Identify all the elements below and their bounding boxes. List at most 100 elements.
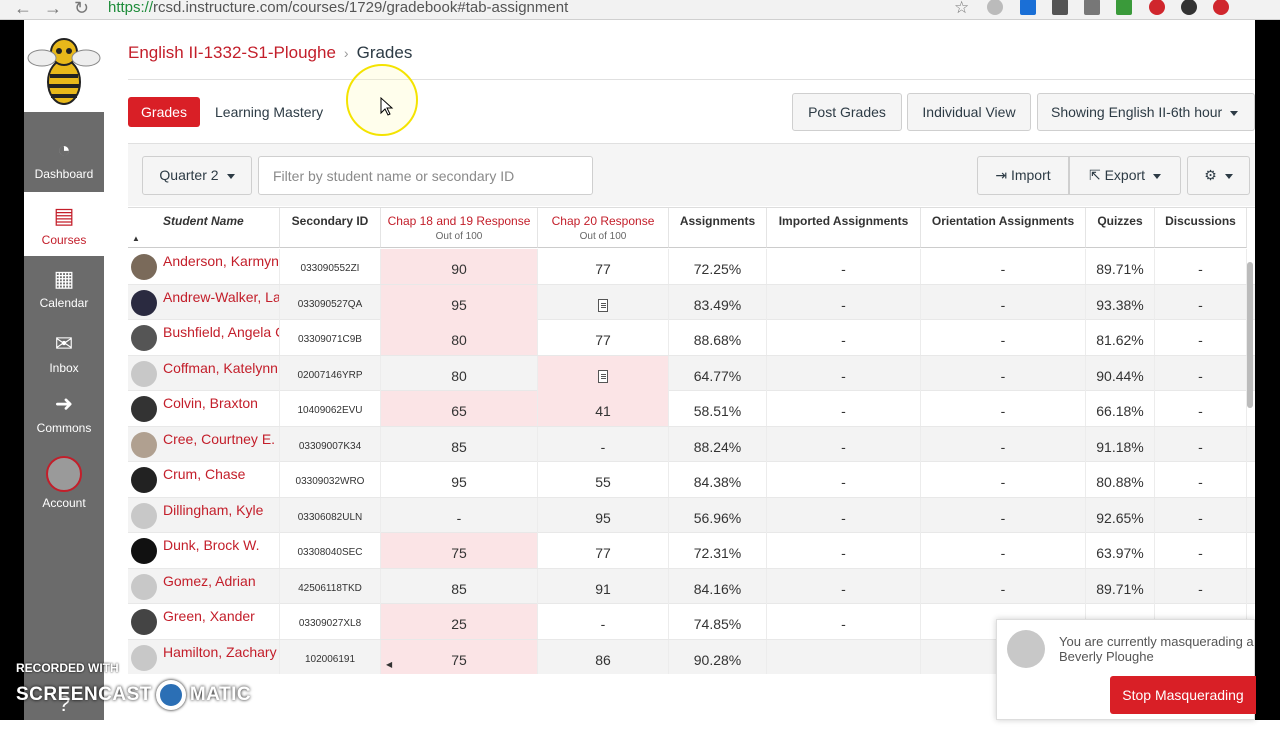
- grade-cell-assign[interactable]: 56.96%: [669, 497, 767, 533]
- grade-cell-c18[interactable]: 65: [381, 391, 538, 426]
- student-name-link[interactable]: Andrew-Walker, La: [128, 284, 280, 320]
- settings-menu-button[interactable]: ⚙: [1187, 156, 1250, 195]
- grade-cell-imp[interactable]: -: [767, 568, 921, 604]
- nav-commons[interactable]: ➜ Commons: [24, 390, 104, 435]
- grade-cell-disc[interactable]: -: [1155, 497, 1247, 533]
- grade-cell-c20[interactable]: 55: [538, 462, 669, 497]
- grade-cell-imp[interactable]: -: [767, 249, 921, 284]
- column-header-orientation[interactable]: Orientation Assignments: [921, 208, 1086, 248]
- grade-cell-c18[interactable]: 25: [381, 604, 538, 639]
- grade-cell-assign[interactable]: 74.85%: [669, 604, 767, 639]
- grade-cell-imp[interactable]: -: [767, 426, 921, 462]
- grade-cell-c18[interactable]: 95: [381, 284, 538, 320]
- extension-v-icon[interactable]: [1020, 0, 1036, 15]
- grade-cell-c18[interactable]: 90: [381, 249, 538, 284]
- student-name-link[interactable]: Crum, Chase: [128, 462, 280, 497]
- grade-cell-ori[interactable]: -: [921, 568, 1086, 604]
- grade-cell-c18[interactable]: 75: [381, 639, 538, 674]
- grade-cell-ori[interactable]: -: [921, 497, 1086, 533]
- nav-inbox[interactable]: ✉ Inbox: [24, 330, 104, 375]
- grid-vertical-scrollbar[interactable]: [1247, 262, 1253, 408]
- section-selector[interactable]: Showing English II-6th hour: [1037, 93, 1255, 131]
- grade-cell-c18[interactable]: 75: [381, 533, 538, 568]
- grade-cell-c18[interactable]: 85: [381, 568, 538, 604]
- extension-stop-icon[interactable]: [1213, 0, 1229, 15]
- grade-cell-quiz[interactable]: 66.18%: [1086, 391, 1155, 426]
- grade-cell-imp[interactable]: -: [767, 604, 921, 639]
- extension-shield-icon[interactable]: [1181, 0, 1197, 15]
- grade-cell-quiz[interactable]: 89.71%: [1086, 249, 1155, 284]
- grade-cell-disc[interactable]: -: [1155, 391, 1247, 426]
- column-header-secondary-id[interactable]: Secondary ID: [280, 208, 381, 248]
- grade-cell-c18[interactable]: 85: [381, 426, 538, 462]
- grade-cell-c18[interactable]: -: [381, 497, 538, 533]
- stop-masquerading-button[interactable]: Stop Masquerading: [1110, 676, 1256, 714]
- grading-period-select[interactable]: Quarter 2: [142, 156, 252, 195]
- extension-puzzle-icon[interactable]: [1052, 0, 1068, 15]
- grade-cell-c20[interactable]: 95: [538, 497, 669, 533]
- grade-cell-c18[interactable]: 95: [381, 462, 538, 497]
- import-button[interactable]: ⇥ Import: [977, 156, 1069, 195]
- grade-cell-disc[interactable]: -: [1155, 568, 1247, 604]
- grade-cell-disc[interactable]: -: [1155, 355, 1247, 391]
- breadcrumb-course-link[interactable]: English II-1332-S1-Ploughe: [128, 43, 336, 62]
- student-name-link[interactable]: Bushfield, Angela C: [128, 320, 280, 355]
- individual-view-button[interactable]: Individual View: [907, 93, 1031, 131]
- student-name-link[interactable]: Anderson, Karmyn: [128, 249, 280, 284]
- pinterest-icon[interactable]: [1149, 0, 1165, 15]
- grade-cell-c20[interactable]: -: [538, 604, 669, 639]
- student-name-link[interactable]: Dunk, Brock W.: [128, 533, 280, 568]
- grade-cell-quiz[interactable]: 90.44%: [1086, 355, 1155, 391]
- grade-cell-assign[interactable]: 64.77%: [669, 355, 767, 391]
- column-header-imported[interactable]: Imported Assignments: [767, 208, 921, 248]
- grade-cell-ori[interactable]: -: [921, 355, 1086, 391]
- grade-cell-disc[interactable]: -: [1155, 284, 1247, 320]
- column-header-chap18[interactable]: Chap 18 and 19 Response Out of 100: [381, 208, 538, 248]
- grade-cell-disc[interactable]: -: [1155, 533, 1247, 568]
- grade-cell-imp[interactable]: -: [767, 462, 921, 497]
- grade-cell-quiz[interactable]: 92.65%: [1086, 497, 1155, 533]
- grade-cell-ori[interactable]: -: [921, 320, 1086, 355]
- grade-cell-imp[interactable]: -: [767, 533, 921, 568]
- address-bar[interactable]: https://rcsd.instructure.com/courses/172…: [108, 0, 568, 16]
- grade-cell-disc[interactable]: -: [1155, 320, 1247, 355]
- grade-cell-c20[interactable]: 77: [538, 533, 669, 568]
- grade-cell-quiz[interactable]: 93.38%: [1086, 284, 1155, 320]
- reload-icon[interactable]: ↻: [74, 0, 90, 18]
- grade-cell-ori[interactable]: -: [921, 284, 1086, 320]
- column-header-quizzes[interactable]: Quizzes: [1086, 208, 1155, 248]
- export-button[interactable]: ⇱ Export: [1069, 156, 1181, 195]
- grade-cell-quiz[interactable]: 80.88%: [1086, 462, 1155, 497]
- nav-account[interactable]: Account: [24, 456, 104, 510]
- tab-learning-mastery[interactable]: Learning Mastery: [215, 104, 324, 120]
- student-name-link[interactable]: Green, Xander: [128, 604, 280, 639]
- grade-cell-ori[interactable]: -: [921, 391, 1086, 426]
- grade-cell-disc[interactable]: -: [1155, 462, 1247, 497]
- nav-courses[interactable]: ▤ Courses: [24, 192, 104, 256]
- grade-cell-quiz[interactable]: 89.71%: [1086, 568, 1155, 604]
- student-name-link[interactable]: Gomez, Adrian: [128, 568, 280, 604]
- extension-green-icon[interactable]: [1116, 0, 1132, 15]
- grade-cell-imp[interactable]: -: [767, 391, 921, 426]
- grade-cell-assign[interactable]: 83.49%: [669, 284, 767, 320]
- grade-cell-quiz[interactable]: 91.18%: [1086, 426, 1155, 462]
- scroll-left-arrow-icon[interactable]: ◀: [386, 660, 393, 669]
- grade-cell-assign[interactable]: 88.24%: [669, 426, 767, 462]
- grade-cell-assign[interactable]: 90.28%: [669, 639, 767, 674]
- student-name-link[interactable]: Dillingham, Kyle: [128, 497, 280, 533]
- back-icon[interactable]: ←: [14, 0, 32, 18]
- school-logo[interactable]: [24, 20, 104, 112]
- grade-cell-imp[interactable]: -: [767, 355, 921, 391]
- grade-cell-c20[interactable]: 77: [538, 249, 669, 284]
- grade-cell-imp[interactable]: -: [767, 320, 921, 355]
- grade-cell-c20[interactable]: -: [538, 426, 669, 462]
- grade-cell-assign[interactable]: 84.38%: [669, 462, 767, 497]
- student-name-link[interactable]: Colvin, Braxton: [128, 391, 280, 426]
- grade-cell-c18[interactable]: 80: [381, 355, 538, 391]
- student-name-link[interactable]: Hamilton, Zachary: [128, 639, 280, 674]
- grade-cell-c18[interactable]: 80: [381, 320, 538, 355]
- student-name-link[interactable]: Cree, Courtney E.: [128, 426, 280, 462]
- extension-cast-icon[interactable]: [1084, 0, 1100, 15]
- column-header-chap20[interactable]: Chap 20 Response Out of 100: [538, 208, 669, 248]
- bookmark-star-icon[interactable]: ☆: [954, 0, 970, 17]
